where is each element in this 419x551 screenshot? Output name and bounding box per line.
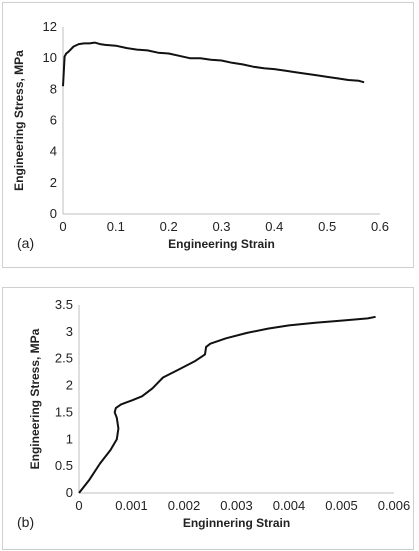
x-axis-title: Engineering Strain: [168, 237, 275, 251]
y-tick-label: 0: [66, 485, 73, 500]
series-line: [78, 315, 376, 494]
chart-panel-a: 0 2 4 6 8 10 12 0 0.1 0.2 0.3 0.4 0.5 0.6 Engineering …: [2, 2, 414, 268]
y-axis-title: Engineering Stress, MPa: [12, 50, 26, 191]
y-tick-label: 1: [66, 431, 73, 446]
chart-panel-b: 0 0.5 1 1.5 2 2.5 3 3.5 0 0.001 0.002 0.003 0.004 0.0…: [2, 287, 414, 550]
x-tick-label: 0.2: [160, 219, 178, 234]
y-tick-label: 10: [43, 50, 57, 65]
y-tick-label: 2: [50, 175, 57, 190]
panel-label: (b): [17, 514, 34, 530]
x-tick-label: 0.4: [265, 219, 283, 234]
chart-a-svg: 0 2 4 6 8 10 12 0 0.1 0.2 0.3 0.4 0.5 0.6 Engineering …: [12, 19, 389, 251]
x-tick-label: 0.006: [378, 498, 411, 513]
x-tick-label: 0.6: [371, 219, 389, 234]
x-tick-label: 0.5: [318, 219, 336, 234]
x-tick-label: 0.3: [212, 219, 230, 234]
series-line: [62, 41, 365, 87]
y-tick-label: 3: [66, 324, 73, 339]
y-tick-label: 0.5: [55, 458, 73, 473]
y-tick-label: 2.5: [55, 351, 73, 366]
x-tick-label: 0: [75, 498, 82, 513]
y-tick-label: 12: [43, 19, 57, 34]
chart-b-svg: 0 0.5 1 1.5 2 2.5 3 3.5 0 0.001 0.002 0.003 0.004 0.0…: [17, 297, 411, 530]
x-tick-label: 0: [59, 219, 66, 234]
y-tick-label: 0: [50, 206, 57, 221]
y-tick-label: 6: [50, 113, 57, 128]
y-tick-label: 3.5: [55, 297, 73, 312]
x-tick-label: 0.002: [168, 498, 201, 513]
x-tick-label: 0.005: [325, 498, 358, 513]
x-tick-label: 0.001: [115, 498, 148, 513]
panel-label: (a): [17, 235, 34, 251]
y-tick-label: 8: [50, 81, 57, 96]
x-tick-label: 0.004: [273, 498, 306, 513]
x-tick-label: 0.003: [220, 498, 253, 513]
x-axis-title: Enginnering Strain: [183, 516, 290, 530]
y-tick-label: 4: [50, 144, 57, 159]
y-tick-label: 2: [66, 378, 73, 393]
x-tick-label: 0.1: [107, 219, 125, 234]
y-axis-title: Engineering Stress, MPa: [28, 328, 42, 469]
y-tick-label: 1.5: [55, 404, 73, 419]
